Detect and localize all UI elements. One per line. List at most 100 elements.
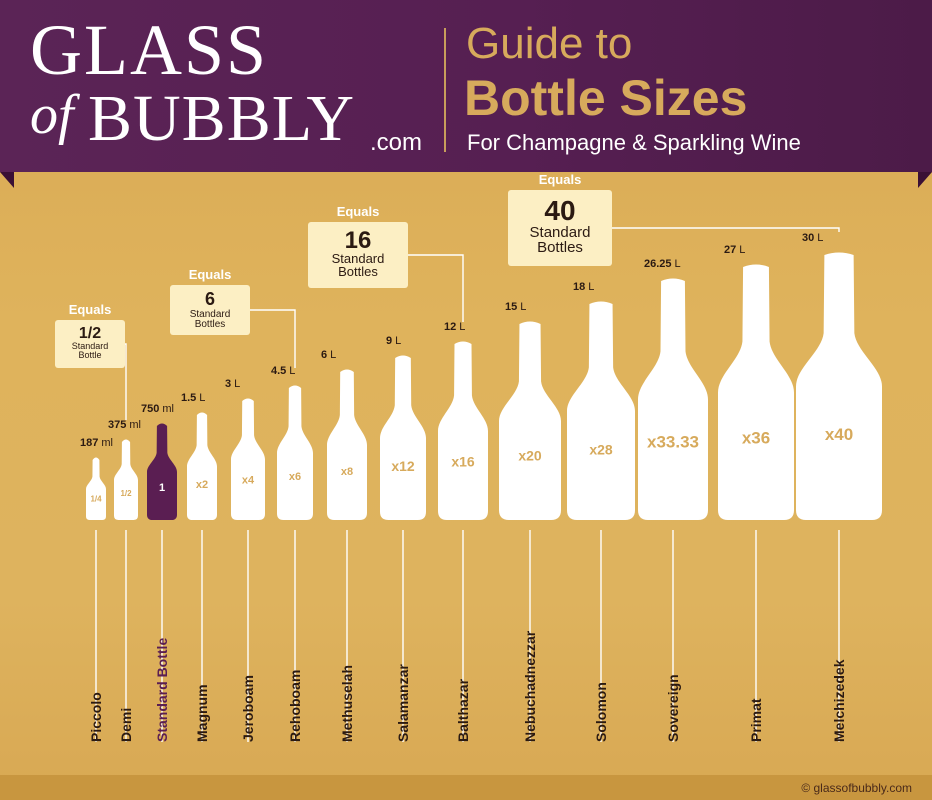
callout-value: 1/2 xyxy=(79,325,101,342)
banner-fold-right xyxy=(918,172,932,188)
bottle-shape xyxy=(187,412,217,520)
brand-logo-line2: BUBBLY xyxy=(88,82,356,155)
bottle-name-label: Standard Bottle xyxy=(154,638,170,742)
bottle-shape xyxy=(147,423,177,520)
bottle-shape xyxy=(438,341,488,520)
ratio-label: x8 xyxy=(341,466,353,478)
bottle-name-label: Nebuchadnezzar xyxy=(522,630,538,742)
ratio-label: x20 xyxy=(518,448,542,464)
volume-label: 27 L xyxy=(724,244,745,256)
copyright-text: © glassofbubbly.com xyxy=(801,781,912,795)
callout-line2: Bottles xyxy=(537,239,583,256)
bottle-shape xyxy=(86,457,106,520)
header-banner: GLASS of BUBBLY .com Guide to Bottle Siz… xyxy=(0,0,932,172)
bottle-name-label: Magnum xyxy=(194,684,210,742)
volume-label: 15 L xyxy=(505,301,526,313)
bottle-rehoboam: 4.5 L x6 Rehoboam xyxy=(271,365,313,742)
callout-equals: Equals xyxy=(539,172,582,187)
bottle-name-label: Primat xyxy=(748,698,764,742)
bottle-shape xyxy=(567,301,635,520)
callout-line2: Bottles xyxy=(195,319,226,330)
volume-label: 187 ml xyxy=(80,437,113,449)
ratio-label: x6 xyxy=(289,471,301,483)
ratio-label: 1/2 xyxy=(120,489,132,498)
leader-line xyxy=(612,227,840,232)
bottle-jeroboam: 3 L x4 Jeroboam xyxy=(225,378,265,742)
volume-label: 375 ml xyxy=(108,419,141,431)
bottle-shape xyxy=(114,439,138,520)
header-divider xyxy=(444,28,446,152)
bottle-magnum: 1.5 L x2 Magnum xyxy=(181,392,217,742)
callout-line2: Bottle xyxy=(78,350,101,360)
bottle-piccolo: 187 ml 1/4 Piccolo xyxy=(80,437,113,742)
volume-label: 18 L xyxy=(573,281,594,293)
bottle-name-label: Jeroboam xyxy=(240,675,256,742)
bottle-shape xyxy=(718,264,794,520)
callout-line1: Standard xyxy=(332,251,385,266)
bottle-shape xyxy=(796,252,882,520)
callout-value: 6 xyxy=(205,289,215,309)
volume-label: 26.25 L xyxy=(644,258,681,270)
banner-fold-left xyxy=(0,172,14,188)
bottle-name-label: Solomon xyxy=(593,682,609,742)
ratio-label: x2 xyxy=(196,479,208,491)
bottle-name-label: Melchizedek xyxy=(831,659,847,742)
bottle-shape xyxy=(327,369,367,520)
bottle-salamanzar: 9 L x12 Salamanzar xyxy=(380,335,426,742)
page-title: Bottle Sizes xyxy=(464,70,748,126)
bottle-shape xyxy=(638,278,708,520)
leader-line xyxy=(408,254,464,322)
bottle-name-label: Piccolo xyxy=(88,692,104,742)
ratio-label: x36 xyxy=(742,429,770,448)
callout-equals: Equals xyxy=(189,267,232,282)
leader-line xyxy=(250,309,296,368)
ratio-label: 1/4 xyxy=(90,494,102,503)
callout-box xyxy=(508,190,612,266)
bottle-name-label: Methuselah xyxy=(339,665,355,742)
bottle-methuselah: 6 L x8 Methuselah xyxy=(321,349,367,742)
callout-line1: Standard xyxy=(190,309,231,320)
callout-box xyxy=(170,285,250,335)
callout-box xyxy=(308,222,408,288)
callout-box xyxy=(55,320,125,368)
callout-equals: Equals xyxy=(337,204,380,219)
bottle-name-label: Sovereign xyxy=(665,674,681,742)
bottle-name-label: Balthazar xyxy=(455,678,471,742)
bottle-solomon: 18 L x28 Solomon xyxy=(567,281,635,742)
callout-line1: Standard xyxy=(72,341,109,351)
ratio-label: 1 xyxy=(159,482,165,494)
ratio-label: x12 xyxy=(391,458,415,474)
leader-line xyxy=(125,343,127,420)
bottle-name-label: Demi xyxy=(118,708,134,742)
bottle-primat: 27 L x36 Primat xyxy=(718,244,794,742)
ratio-label: x40 xyxy=(825,425,853,444)
volume-label: 1.5 L xyxy=(181,392,205,404)
volume-label: 12 L xyxy=(444,321,465,333)
brand-logo-of: of xyxy=(30,84,74,146)
ratio-label: x16 xyxy=(451,454,475,470)
brand-logo-dotcom: .com xyxy=(370,129,423,156)
volume-label: 30 L xyxy=(802,232,823,244)
ratio-label: x33.33 xyxy=(647,433,699,452)
ratio-label: x4 xyxy=(242,475,255,487)
callout-value: 40 xyxy=(544,195,575,226)
bottle-shape xyxy=(231,398,265,520)
ratio-label: x28 xyxy=(589,442,613,458)
bottle-name-label: Salamanzar xyxy=(395,664,411,742)
callout-equals: Equals xyxy=(69,302,112,317)
callout-value: 16 xyxy=(345,227,372,254)
bottle-melchizedek: 30 L x40 Melchizedek xyxy=(796,232,882,742)
bottle-balthazar: 12 L x16 Balthazar xyxy=(438,321,488,742)
bottle-nebuchadnezzar: 15 L x20 Nebuchadnezzar xyxy=(499,301,561,742)
bottle-demi: 375 ml 1/2 Demi xyxy=(108,419,141,742)
bottle-shape xyxy=(277,385,313,520)
footer-strip xyxy=(0,775,932,800)
title-guide-to: Guide to xyxy=(466,19,633,68)
